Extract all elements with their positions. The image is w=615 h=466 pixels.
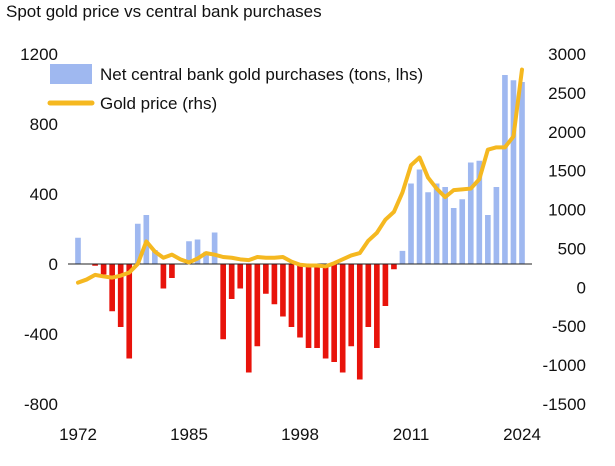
y-axis-right: 3000 2500 2000 1500 1000 500 0 -500 -1000 -1500 xyxy=(543,45,586,414)
bar-2024 xyxy=(519,82,525,264)
bar-1997 xyxy=(288,264,295,327)
bar-2012 xyxy=(416,169,423,264)
y-left-tick: 0 xyxy=(49,255,58,274)
bar-1994 xyxy=(263,264,269,294)
bar-1991 xyxy=(237,264,244,289)
y-right-tick: 2000 xyxy=(548,123,586,142)
y-axis-left: 1200 800 400 0 -400 -800 xyxy=(20,45,58,414)
bar-1988 xyxy=(211,232,218,264)
bar-1974 xyxy=(92,264,98,266)
y-right-tick: 3000 xyxy=(548,45,586,64)
y-right-tick: 1000 xyxy=(548,201,586,220)
bar-2002 xyxy=(331,264,337,362)
bar-1972 xyxy=(75,237,81,264)
y-left-tick: 1200 xyxy=(20,45,58,64)
bar-1995 xyxy=(271,264,278,305)
bar-2005 xyxy=(356,264,363,380)
bar-2007 xyxy=(374,264,380,348)
y-left-tick: -400 xyxy=(24,325,58,344)
bar-1982 xyxy=(160,264,167,289)
bar-2003 xyxy=(339,264,346,373)
bar-2011 xyxy=(408,183,414,264)
bar-1999 xyxy=(305,264,312,348)
bar-2023 xyxy=(510,80,517,264)
bar-2006 xyxy=(365,264,372,327)
y-right-tick: -1500 xyxy=(543,395,586,414)
bar-2014 xyxy=(433,183,440,264)
line-series-group xyxy=(76,67,524,285)
bar-1975 xyxy=(100,264,107,275)
y-right-tick: -1000 xyxy=(543,356,586,375)
bar-1989 xyxy=(220,264,226,340)
bar-2022 xyxy=(502,75,508,264)
x-tick-1985: 1985 xyxy=(170,425,208,444)
bar-1998 xyxy=(297,264,303,338)
legend: Net central bank gold purchases (tons, l… xyxy=(47,64,423,113)
y-right-tick: -500 xyxy=(552,317,586,336)
y-left-tick: 400 xyxy=(30,185,58,204)
gold-price-line xyxy=(76,67,524,285)
bar-2010 xyxy=(399,250,406,265)
bar-1992 xyxy=(245,264,252,373)
x-tick-2024: 2024 xyxy=(503,425,541,444)
bar-2013 xyxy=(425,192,431,264)
legend-swatch-bars xyxy=(50,64,92,84)
bar-2018 xyxy=(467,162,474,264)
bar-1987 xyxy=(203,251,209,264)
bar-2000 xyxy=(314,264,320,348)
chart-title: Spot gold price vs central bank purchase… xyxy=(6,2,322,21)
bar-1979 xyxy=(134,223,141,264)
x-tick-2011: 2011 xyxy=(393,425,430,444)
bar-1990 xyxy=(228,264,235,299)
bar-1993 xyxy=(254,264,261,347)
bar-1986 xyxy=(194,239,201,264)
bar-1981 xyxy=(152,250,158,264)
bar-2020 xyxy=(485,215,491,264)
x-axis: 1972 1985 1998 2011 2024 xyxy=(59,425,541,444)
bar-2001 xyxy=(322,264,329,359)
bar-1983 xyxy=(169,264,175,278)
bar-1977 xyxy=(117,264,124,327)
x-tick-1972: 1972 xyxy=(59,425,97,444)
bar-2021 xyxy=(493,187,500,264)
bar-2004 xyxy=(348,264,355,347)
bar-1976 xyxy=(109,264,115,312)
legend-label-line: Gold price (rhs) xyxy=(100,94,217,113)
bar-2019 xyxy=(476,160,483,264)
bar-1978 xyxy=(126,264,133,359)
y-left-tick: 800 xyxy=(30,115,58,134)
y-left-tick: -800 xyxy=(24,395,58,414)
y-right-tick: 500 xyxy=(558,239,586,258)
bar-2017 xyxy=(459,199,466,264)
y-right-tick: 1500 xyxy=(548,162,586,181)
bar-1996 xyxy=(280,264,286,317)
bar-2016 xyxy=(450,208,457,264)
bar-series-group xyxy=(75,75,525,380)
y-right-tick: 0 xyxy=(577,278,586,297)
x-tick-1998: 1998 xyxy=(281,425,319,444)
y-right-tick: 2500 xyxy=(548,84,586,103)
legend-label-bars: Net central bank gold purchases (tons, l… xyxy=(100,65,423,84)
bar-2009 xyxy=(391,264,397,270)
bar-2015 xyxy=(442,187,448,264)
bar-2008 xyxy=(382,264,389,306)
bar-1985 xyxy=(186,241,192,264)
